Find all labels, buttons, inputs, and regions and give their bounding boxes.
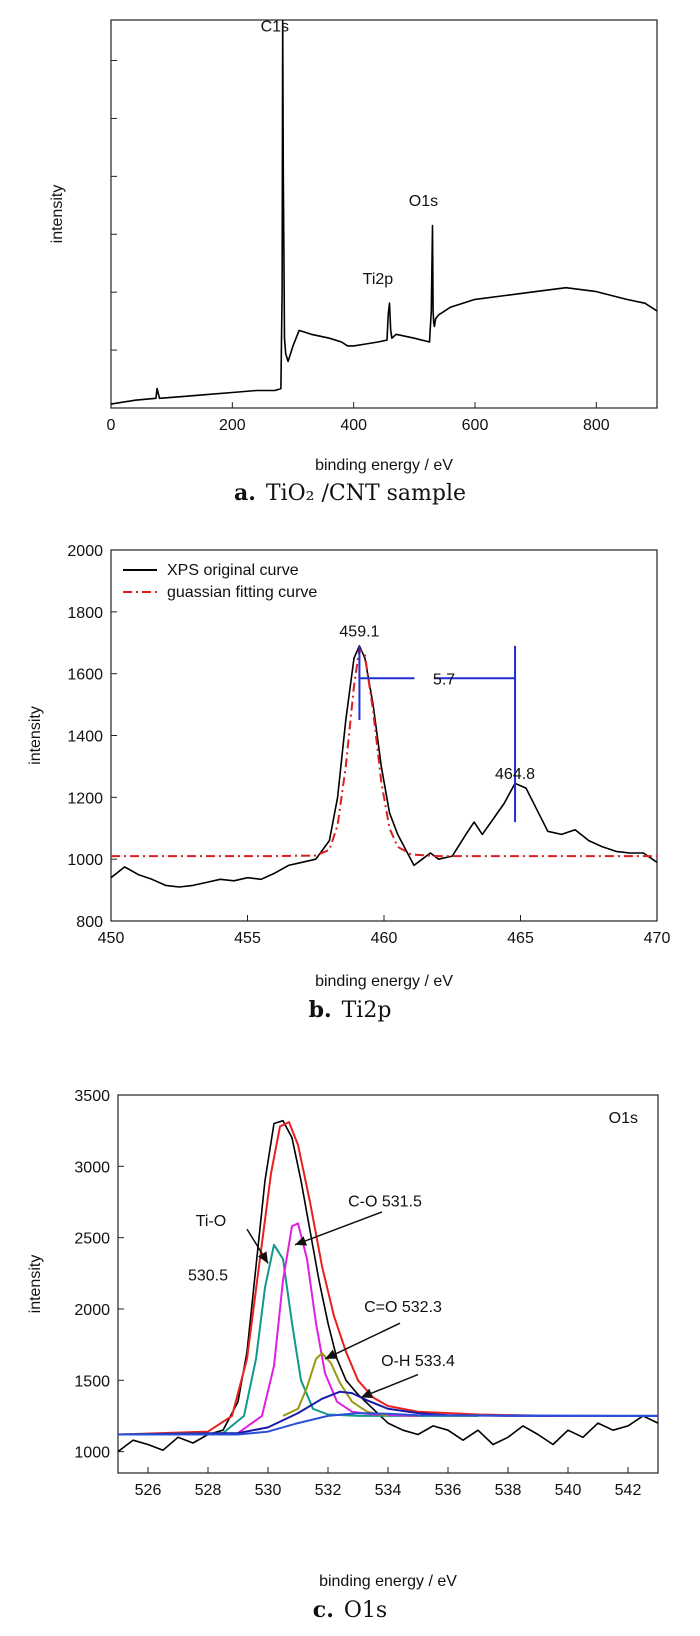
x-tick-label: 600 <box>462 417 489 434</box>
x-tick-label: 532 <box>315 1482 342 1499</box>
y-tick-label: 1400 <box>67 729 103 746</box>
series-group <box>111 20 657 405</box>
annotation-label: 464.8 <box>495 766 535 783</box>
chart-caption: c. O1s <box>313 1597 387 1623</box>
annotation-label: O-H 533.4 <box>381 1353 455 1370</box>
annotation-arrow-line <box>324 1322 401 1360</box>
y-axis-label: intensity <box>49 185 66 244</box>
chart-panel-a: 0 200 400 600 800 binding energy / eV intensit… <box>0 0 700 525</box>
series-line-2 <box>111 647 657 858</box>
y-axis-label: intensity <box>27 1255 44 1314</box>
x-tick-label: 530 <box>255 1482 282 1499</box>
series-line-7 <box>118 1412 658 1436</box>
annotation-label: 459.1 <box>339 624 379 641</box>
plot-frame <box>110 19 658 409</box>
annotation-arrow-head <box>295 1236 308 1246</box>
x-tick-label: 460 <box>371 930 398 947</box>
corner-label: O1s <box>609 1110 638 1127</box>
caption-text: Ti2p <box>342 998 392 1023</box>
annotation-label: 530.5 <box>188 1267 228 1284</box>
legend-label: guassian fitting curve <box>167 584 317 601</box>
annotation-arrow-head <box>325 1349 338 1359</box>
y-tick-label: 1500 <box>74 1373 110 1390</box>
x-tick-label: 540 <box>555 1482 582 1499</box>
x-tick-label: 534 <box>375 1482 402 1499</box>
series-line-4 <box>237 1222 419 1434</box>
y-tick-label: 1600 <box>67 667 103 684</box>
x-tick-label: 450 <box>98 930 125 947</box>
caption-letter: b. <box>309 997 332 1023</box>
x-tick-label: 470 <box>644 930 671 947</box>
series-group <box>111 645 657 888</box>
x-tick-label: 400 <box>340 417 367 434</box>
chart-b-svg: 450 455 460 465 470 800 1000 1200 1400 1600 1800 20… <box>27 543 671 1023</box>
y-tick-label: 3500 <box>74 1088 110 1105</box>
x-axis-label: binding energy / eV <box>319 1573 457 1590</box>
y-tick-label: 2000 <box>74 1302 110 1319</box>
chart-a-svg: 0 200 400 600 800 binding energy / eV intensit… <box>49 19 658 506</box>
series-line-2 <box>118 1121 554 1436</box>
x-tick-label: 538 <box>495 1482 522 1499</box>
x-tick-label: 0 <box>107 417 116 434</box>
x-tick-label: 800 <box>583 417 610 434</box>
y-tick-label: 800 <box>76 914 103 931</box>
chart-caption: b. Ti2p <box>309 997 392 1023</box>
y-axis-label: intensity <box>27 706 44 765</box>
caption-letter: a. <box>234 480 256 506</box>
x-tick-label: 528 <box>195 1482 222 1499</box>
annotation-label: Ti-O <box>196 1213 227 1230</box>
annotation-label: Ti2p <box>363 271 394 288</box>
annotation-arrow-head <box>361 1388 374 1398</box>
annotation-label: C=O 532.3 <box>364 1299 442 1316</box>
series-line-1 <box>118 1119 658 1453</box>
y-tick-label: 1800 <box>67 605 103 622</box>
y-tick-label: 2000 <box>67 543 103 560</box>
series-line-1 <box>111 20 657 405</box>
x-tick-label: 542 <box>615 1482 642 1499</box>
x-tick-label: 200 <box>219 417 246 434</box>
y-tick-label: 2500 <box>74 1231 110 1248</box>
x-axis-label: binding energy / eV <box>315 457 453 474</box>
series-group <box>118 1119 658 1453</box>
chart-c-svg: 526 528 530 532 534 536 538 540 542 1000 1500 2000 2… <box>27 1088 659 1623</box>
annotation-label: O1s <box>409 193 438 210</box>
chart-panel-c: 526 528 530 532 534 536 538 540 542 1000 1500 2000 2… <box>0 1070 700 1636</box>
y-tick-label: 3000 <box>74 1159 110 1176</box>
caption-text: TiO₂ /CNT sample <box>266 481 466 506</box>
x-axis-label: binding energy / eV <box>315 973 453 990</box>
x-tick-label: 526 <box>135 1482 162 1499</box>
y-tick-label: 1000 <box>67 852 103 869</box>
legend-label: XPS original curve <box>167 562 299 579</box>
annotation-label: 5.7 <box>433 671 455 688</box>
caption-text: O1s <box>344 1598 387 1623</box>
x-tick-label: 536 <box>435 1482 462 1499</box>
annotation-label: C-O 531.5 <box>348 1193 422 1210</box>
x-tick-label: 455 <box>234 930 261 947</box>
chart-panel-b: 450 455 460 465 470 800 1000 1200 1400 1600 1800 20… <box>0 525 700 1070</box>
chart-caption: a. TiO₂ /CNT sample <box>234 480 466 506</box>
plot-frame <box>110 549 658 922</box>
annotation-label: C1s <box>261 19 289 36</box>
series-line-1 <box>111 645 657 888</box>
caption-letter: c. <box>313 1597 334 1623</box>
y-tick-label: 1200 <box>67 790 103 807</box>
annotation-arrow-head <box>257 1251 268 1264</box>
y-tick-label: 1000 <box>74 1445 110 1462</box>
annotation-arrow-line <box>294 1211 383 1246</box>
series-line-3 <box>118 1243 478 1436</box>
x-tick-label: 465 <box>507 930 534 947</box>
